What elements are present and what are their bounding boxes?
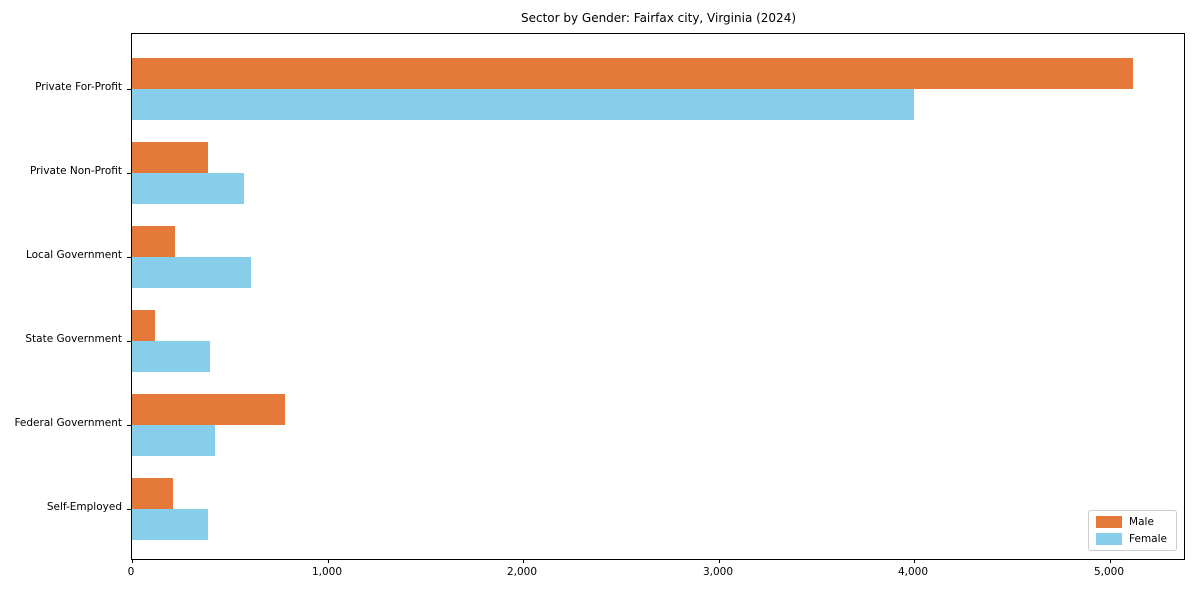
category-label: State Government [25, 333, 122, 345]
bar-female-state-government [132, 341, 210, 372]
bar-male-private-for-profit [132, 58, 1133, 89]
category-label: Federal Government [14, 417, 122, 429]
x-tick-mark [132, 559, 133, 563]
x-tick-label: 5,000 [1093, 566, 1125, 578]
category-label: Private For-Profit [35, 81, 122, 93]
x-tick-label: 4,000 [897, 566, 929, 578]
legend-label: Male [1129, 516, 1154, 528]
x-tick-label: 1,000 [311, 566, 343, 578]
bar-female-local-government [132, 257, 251, 288]
y-tick-mark [127, 256, 132, 258]
x-tick-label: 2,000 [506, 566, 538, 578]
x-tick-mark [1110, 559, 1111, 563]
bar-female-private-non-profit [132, 173, 244, 204]
x-tick-mark [914, 559, 915, 563]
bar-male-local-government [132, 226, 175, 257]
category-label: Private Non-Profit [29, 165, 122, 177]
chart-title: Sector by Gender: Fairfax city, Virginia… [520, 11, 797, 25]
bar-male-private-non-profit [132, 142, 208, 173]
legend-label: Female [1129, 533, 1167, 545]
legend: Male Female [1088, 510, 1177, 551]
bar-female-private-for-profit [132, 89, 914, 120]
legend-swatch-male [1096, 516, 1123, 528]
bar-male-self-employed [132, 478, 173, 509]
category-label: Self-Employed [46, 501, 122, 513]
x-tick-mark [719, 559, 720, 563]
x-tick-label: 0 [127, 566, 135, 578]
x-tick-mark [328, 559, 329, 563]
plot-area: Male Female [127, 33, 1185, 563]
y-tick-mark [127, 340, 132, 342]
bar-female-federal-government [132, 425, 215, 456]
bar-male-state-government [132, 310, 155, 341]
y-tick-mark [127, 172, 132, 174]
x-tick-mark [523, 559, 524, 563]
bar-male-federal-government [132, 394, 285, 425]
legend-item-male: Male [1096, 516, 1167, 528]
legend-item-female: Female [1096, 533, 1167, 545]
category-label: Local Government [25, 249, 122, 261]
x-tick-label: 3,000 [702, 566, 734, 578]
y-tick-mark [127, 88, 132, 90]
bar-female-self-employed [132, 509, 208, 540]
y-tick-mark [127, 508, 132, 510]
y-tick-mark [127, 424, 132, 426]
legend-swatch-female [1096, 533, 1123, 545]
